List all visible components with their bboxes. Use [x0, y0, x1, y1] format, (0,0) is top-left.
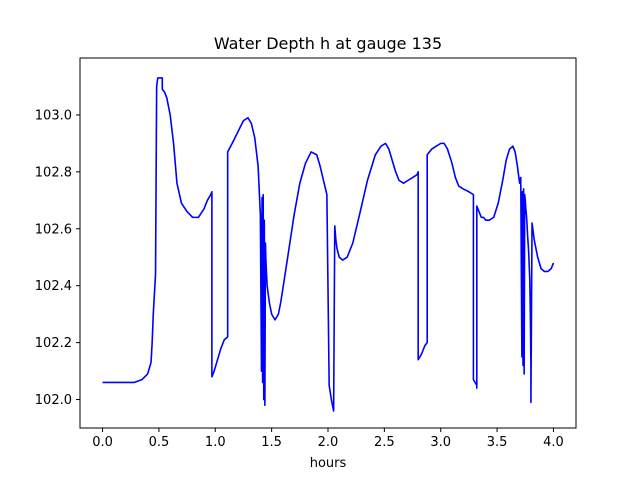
y-tick-label: 102.2	[35, 336, 72, 351]
y-axis: 102.0 102.2 102.4 102.6 102.8 103.0	[35, 108, 80, 408]
x-tick-label: 3.5	[487, 435, 508, 450]
x-axis: 0.0 0.5 1.0 1.5 2.0 2.5 3.0 3.5 4.0	[92, 428, 564, 450]
y-tick-label: 102.0	[35, 393, 72, 408]
series-layer	[102, 77, 555, 412]
x-tick-label: 0.0	[92, 435, 113, 450]
series-line	[102, 77, 555, 412]
y-tick-label: 102.4	[35, 279, 72, 294]
x-tick-label: 2.5	[374, 435, 395, 450]
x-axis-label: hours	[310, 456, 347, 471]
x-tick-label: 4.0	[543, 435, 564, 450]
x-tick-label: 1.0	[205, 435, 226, 450]
x-tick-label: 3.0	[430, 435, 451, 450]
y-tick-label: 102.8	[35, 165, 72, 180]
chart-title: Water Depth h at gauge 135	[214, 34, 442, 53]
x-tick-label: 2.0	[318, 435, 339, 450]
y-tick-label: 103.0	[35, 108, 72, 123]
x-tick-label: 1.5	[261, 435, 282, 450]
x-tick-label: 0.5	[149, 435, 170, 450]
y-tick-label: 102.6	[35, 222, 72, 237]
